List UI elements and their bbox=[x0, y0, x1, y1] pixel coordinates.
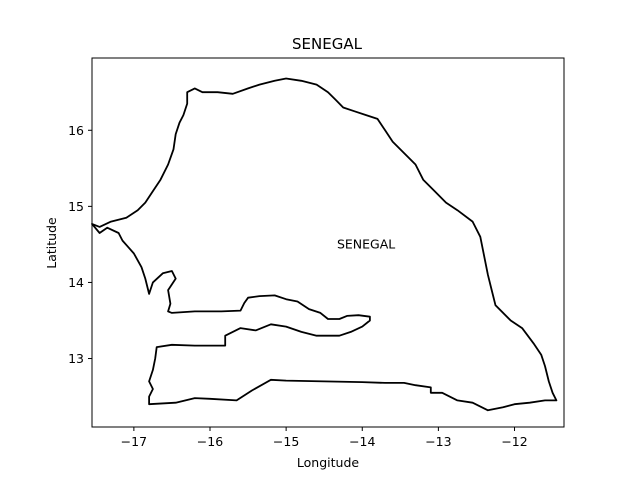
x-tick-label: −17 bbox=[121, 434, 147, 449]
x-tick-label: −13 bbox=[425, 434, 451, 449]
y-axis-ticks: 13 14 15 16 bbox=[68, 123, 92, 366]
y-tick-label: 14 bbox=[68, 275, 84, 290]
x-tick-label: −14 bbox=[349, 434, 375, 449]
x-tick-label: −16 bbox=[197, 434, 223, 449]
y-axis-label: Latitude bbox=[44, 217, 59, 269]
x-axis-label: Longitude bbox=[297, 455, 359, 470]
plot-area: SENEGAL bbox=[91, 77, 558, 412]
axes-frame bbox=[91, 57, 565, 428]
senegal-boundary bbox=[91, 77, 558, 412]
map-country-label: SENEGAL bbox=[337, 236, 395, 251]
x-tick-label: −15 bbox=[273, 434, 299, 449]
y-tick-label: 13 bbox=[68, 351, 84, 366]
x-tick-label: −12 bbox=[501, 434, 527, 449]
map-title: SENEGAL bbox=[292, 35, 363, 53]
y-tick-label: 15 bbox=[68, 199, 84, 214]
x-axis-ticks: −17 −16 −15 −14 −13 −12 bbox=[121, 427, 528, 449]
y-tick-label: 16 bbox=[68, 123, 84, 138]
